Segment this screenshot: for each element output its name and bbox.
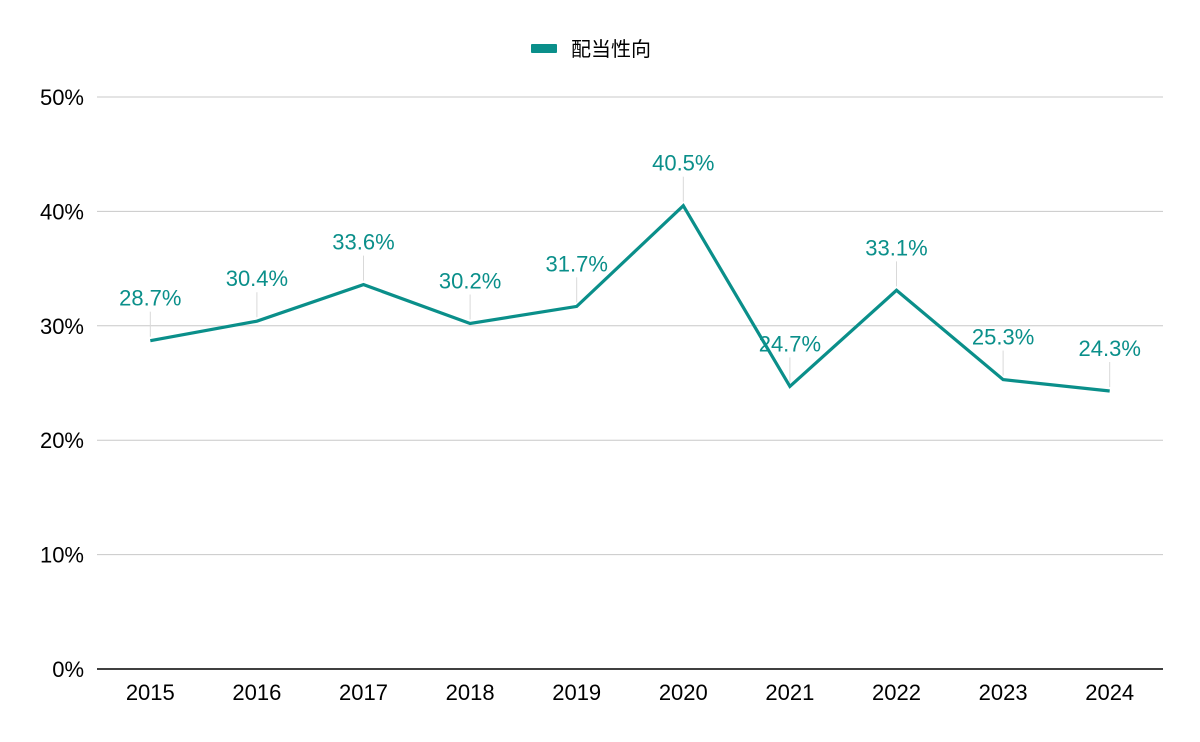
legend-label: 配当性向: [571, 38, 651, 61]
legend-swatch: [531, 44, 557, 53]
label-leaders: [149, 176, 1111, 388]
data-label: 33.1%: [865, 235, 927, 260]
x-tick-label: 2019: [552, 680, 601, 705]
gridlines: [97, 96, 1163, 670]
data-label: 28.7%: [119, 286, 181, 311]
y-tick-label: 50%: [40, 85, 84, 110]
x-tick-label: 2018: [446, 680, 495, 705]
data-label: 24.3%: [1079, 336, 1141, 361]
y-tick-label: 30%: [40, 314, 84, 339]
series-line: [150, 203, 1110, 393]
y-tick-label: 0%: [52, 657, 84, 682]
x-tick-label: 2024: [1085, 680, 1134, 705]
data-label: 40.5%: [652, 151, 714, 176]
legend: 配当性向: [531, 38, 651, 61]
y-tick-label: 40%: [40, 199, 84, 224]
x-tick-label: 2020: [659, 680, 708, 705]
data-label: 30.2%: [439, 269, 501, 294]
x-tick-label: 2022: [872, 680, 921, 705]
data-labels: 28.7% 30.4% 33.6% 30.2% 31.7% 40.5% 24.7% 33.1%…: [119, 151, 1141, 361]
data-label: 30.4%: [226, 266, 288, 291]
y-tick-label: 10%: [40, 543, 84, 568]
series-layer: [150, 203, 1110, 393]
y-tick-label: 20%: [40, 428, 84, 453]
x-tick-label: 2017: [339, 680, 388, 705]
y-axis-ticks: 0% 10% 20% 30% 40% 50%: [40, 85, 84, 682]
data-label: 24.7%: [759, 331, 821, 356]
data-label: 31.7%: [546, 251, 608, 276]
x-tick-label: 2023: [979, 680, 1028, 705]
data-label: 25.3%: [972, 325, 1034, 350]
x-axis-ticks: 2015 2016 2017 2018 2019 2020 2021 2022 2023 2024: [126, 680, 1134, 705]
x-tick-label: 2016: [232, 680, 281, 705]
data-label: 33.6%: [332, 230, 394, 255]
x-tick-label: 2021: [765, 680, 814, 705]
x-tick-label: 2015: [126, 680, 175, 705]
